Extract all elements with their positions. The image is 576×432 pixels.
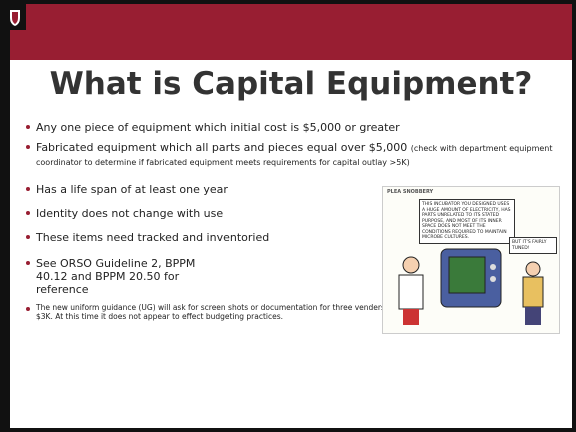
slide: What is Capital Equipment? Any one piece…: [0, 0, 576, 432]
bullet: See ORSO Guideline 2, BPPM 40.12 and BPP…: [36, 257, 226, 296]
bullet: Any one piece of equipment which initial…: [36, 121, 536, 134]
logo: [4, 4, 26, 30]
bullet: Fabricated equipment which all parts and…: [36, 141, 566, 169]
header-band: [10, 4, 572, 60]
slide-body: What is Capital Equipment? Any one piece…: [10, 4, 572, 428]
bullet: Has a life span of at least one year: [36, 183, 366, 196]
bullet-text: Fabricated equipment which all parts and…: [36, 141, 407, 154]
bullet: Identity does not change with use: [36, 207, 366, 220]
bullet: These items need tracked and inventoried: [36, 231, 366, 244]
cartoon: PLEA SNOBBERY THIS INCUBATOR YOU DESIGNE…: [382, 186, 560, 334]
title: What is Capital Equipment?: [10, 66, 572, 102]
cartoon-drawing: [383, 187, 559, 333]
